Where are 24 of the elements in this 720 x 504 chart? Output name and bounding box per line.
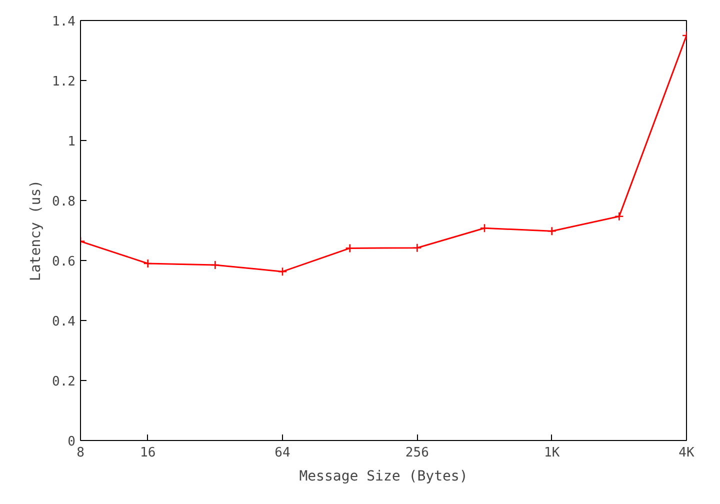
point: [143, 258, 152, 268]
x-tick-label: 4K: [678, 446, 694, 460]
y-tick-label: 0.2: [52, 374, 76, 390]
y-tick-label: 0.4: [52, 314, 76, 330]
x-tick-label: 1K: [544, 446, 560, 460]
point: [480, 223, 490, 233]
point: [345, 244, 354, 253]
y-tick-label: 0.6: [52, 254, 76, 270]
y-axis-title: Latency (us): [28, 180, 44, 282]
y-tick-label: 0.8: [52, 194, 76, 210]
y-tick-label: 1: [68, 134, 76, 150]
point: [412, 243, 422, 253]
point: [547, 226, 556, 236]
point: [278, 266, 288, 276]
x-tick-label: 16: [140, 446, 156, 460]
point: [210, 260, 220, 270]
point: [614, 212, 624, 222]
x-tick-label: 64: [274, 446, 290, 460]
x-axis-title: Message Size (Bytes): [299, 468, 468, 484]
x-tick-label: 256: [405, 446, 429, 460]
y-tick-label: 1.4: [52, 14, 76, 30]
y-tick-label: 0: [68, 434, 76, 450]
x-tick-label: 8: [76, 446, 84, 460]
y-tick-label: 1.2: [52, 74, 76, 90]
